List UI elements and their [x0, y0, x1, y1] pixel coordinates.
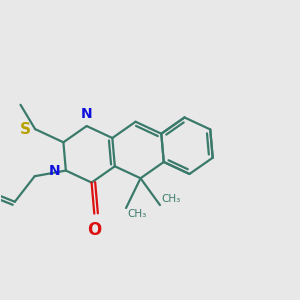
Text: N: N — [49, 164, 61, 178]
Text: S: S — [20, 122, 31, 136]
Text: CH₃: CH₃ — [128, 209, 147, 220]
Text: N: N — [81, 106, 92, 121]
Text: CH₃: CH₃ — [161, 194, 181, 203]
Text: O: O — [87, 221, 101, 239]
